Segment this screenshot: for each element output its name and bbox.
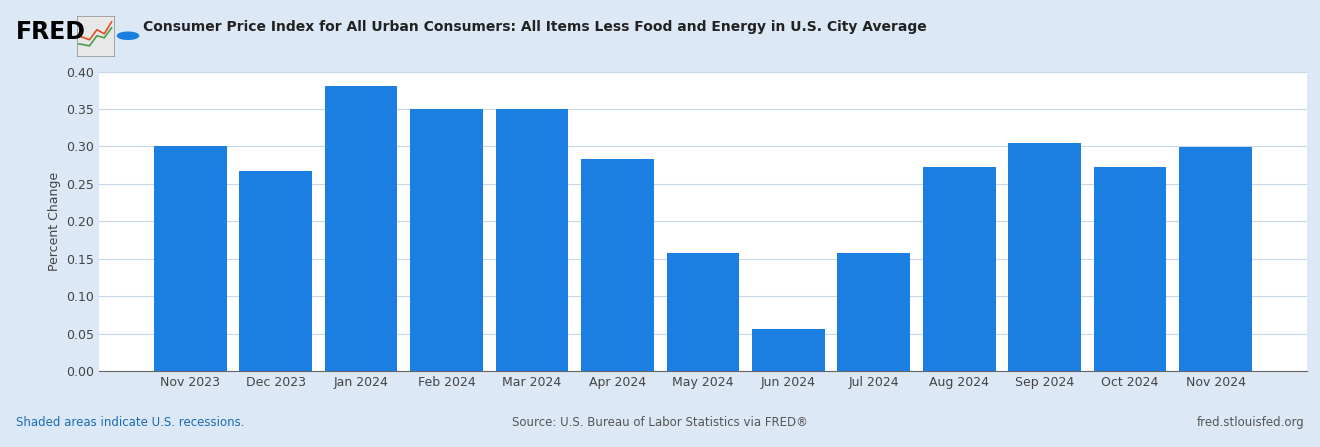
Text: Consumer Price Index for All Urban Consumers: All Items Less Food and Energy in : Consumer Price Index for All Urban Consu… bbox=[143, 20, 927, 34]
Text: Source: U.S. Bureau of Labor Statistics via FRED®: Source: U.S. Bureau of Labor Statistics … bbox=[512, 416, 808, 429]
Bar bbox=[752, 329, 825, 371]
Text: Shaded areas indicate U.S. recessions.: Shaded areas indicate U.S. recessions. bbox=[16, 416, 244, 429]
Bar bbox=[239, 171, 312, 371]
Bar bbox=[496, 109, 569, 371]
Text: FRED: FRED bbox=[16, 20, 86, 44]
Text: fred.stlouisfed.org: fred.stlouisfed.org bbox=[1196, 416, 1304, 429]
Bar bbox=[325, 86, 397, 371]
Bar bbox=[581, 159, 653, 371]
Bar bbox=[411, 109, 483, 371]
Bar bbox=[154, 147, 227, 371]
Bar bbox=[923, 167, 995, 371]
Bar bbox=[1179, 147, 1251, 371]
Y-axis label: Percent Change: Percent Change bbox=[48, 172, 61, 271]
Bar bbox=[837, 253, 909, 371]
Bar bbox=[1008, 143, 1081, 371]
Bar bbox=[1094, 167, 1167, 371]
Bar bbox=[667, 253, 739, 371]
